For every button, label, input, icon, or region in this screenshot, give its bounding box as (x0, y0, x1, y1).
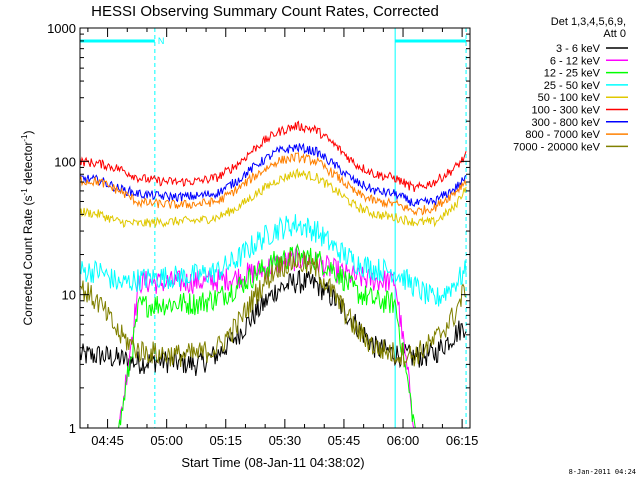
legend-label-7: 800 - 7000 keV (525, 129, 600, 141)
y-axis-label-mid: detector (21, 142, 35, 189)
y-tick-label-1: 10 (62, 288, 76, 303)
chart-title: HESSI Observing Summary Count Rates, Cor… (91, 3, 439, 20)
x-tick-label-5: 06:00 (387, 433, 420, 448)
x-axis-label: Start Time (08-Jan-11 04:38:02) (181, 455, 364, 470)
x-tick-label-3: 05:30 (269, 433, 302, 448)
series-line-6 (79, 142, 467, 208)
x-tick-label-6: 06:15 (446, 433, 479, 448)
y-axis-label: Corrected Count Rate (s-1 detector-1) (20, 130, 35, 325)
y-tick-label-2: 100 (54, 154, 76, 169)
y-axis-label-end: ) (21, 130, 35, 134)
series-line-7 (79, 152, 467, 216)
x-axis: 04:45 05:00 05:15 05:30 05:45 06:00 06:15 (87, 28, 479, 448)
series-line-3 (79, 214, 467, 307)
x-tick-label-1: 05:00 (150, 433, 183, 448)
y-axis-label-sup2: -1 (20, 134, 29, 142)
plot-frame (79, 27, 471, 429)
y-axis-label-main: Corrected Count Rate (s (21, 195, 35, 325)
series-line-5 (79, 120, 467, 193)
x-tick-label-0: 04:45 (91, 433, 124, 448)
y-tick-label-3: 1000 (47, 21, 76, 36)
y-tick-label-0: 1 (69, 421, 76, 436)
legend-label-3: 25 - 50 keV (544, 80, 601, 92)
legend-label-8: 7000 - 20000 keV (513, 141, 601, 153)
series-line-8 (79, 250, 467, 367)
series-line-4 (79, 168, 467, 229)
x-tick-label-2: 05:15 (209, 433, 242, 448)
legend-label-4: 50 - 100 keV (538, 92, 601, 104)
legend-label-5: 100 - 300 keV (532, 105, 601, 117)
legend-label-1: 6 - 12 keV (550, 55, 601, 67)
legend-label-6: 300 - 800 keV (532, 117, 601, 129)
series-group (79, 120, 467, 429)
legend-label-0: 3 - 6 keV (556, 43, 601, 55)
x-tick-label-4: 05:45 (328, 433, 361, 448)
legend-label-2: 12 - 25 keV (544, 68, 601, 80)
y-axis-label-sup1: -1 (20, 188, 29, 196)
timestamp: 8-Jan-2011 04:24 (569, 468, 636, 476)
legend-title-line1: Det 1,3,4,5,6,9, (551, 16, 626, 28)
legend-title-line2: Att 0 (603, 28, 626, 40)
y-axis: 1 10 100 1000 (47, 21, 470, 436)
flag-label: N (158, 36, 165, 46)
